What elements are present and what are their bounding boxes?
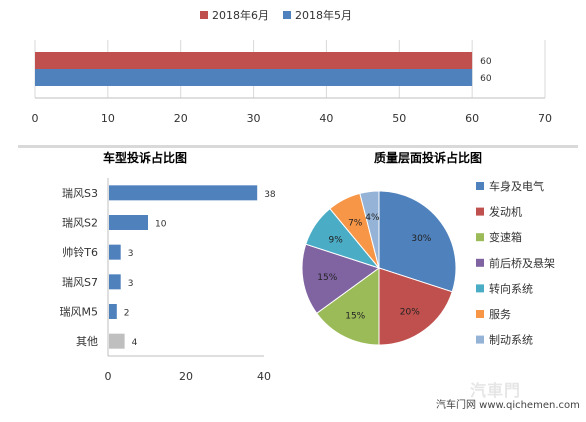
bar-data-label: 60 [480, 57, 492, 67]
pie-value-label: 9% [329, 236, 344, 246]
bar [109, 185, 258, 201]
legend-swatch [476, 335, 484, 344]
legend-swatch [476, 310, 484, 318]
category-label: 瑞风M5 [60, 305, 99, 319]
category-label: 瑞风S2 [62, 216, 98, 230]
category-label: 瑞风S7 [62, 275, 98, 289]
watermark-text: 汽车门网 www.qichemen.com [436, 400, 580, 411]
watermark-logo: 汽車門 [470, 381, 522, 400]
section-divider [18, 145, 578, 148]
category-label: 帅铃T6 [62, 245, 98, 259]
x-tick-label: 20 [179, 370, 193, 383]
legend-swatch-0 [200, 11, 208, 19]
bar [109, 215, 148, 230]
legend-swatch [476, 284, 484, 293]
bar-data-label: 60 [480, 74, 492, 84]
x-tick-label: 20 [174, 112, 188, 125]
bar-data-label: 10 [155, 220, 167, 230]
bar-0 [35, 52, 473, 69]
x-tick-label: 50 [392, 112, 406, 125]
legend-label: 车身及电气 [489, 179, 544, 193]
pie-value-label: 15% [345, 312, 365, 322]
pie-slice [378, 267, 453, 346]
pie-slice [301, 243, 381, 314]
legend-swatch [476, 207, 484, 216]
legend-swatch [476, 182, 484, 190]
legend-label: 变速箱 [489, 230, 522, 244]
bar-1 [35, 69, 473, 86]
legend-label-0: 2018年6月 [212, 8, 269, 22]
chart-title: 质量层面投诉占比图 [374, 150, 482, 165]
pie-value-label: 15% [317, 273, 337, 283]
comparison-bar-chart: 2018年6月 2018年5月 0 10 20 30 40 50 60 70 60 60 [32, 8, 553, 125]
legend-label: 转向系统 [489, 281, 533, 295]
bar [109, 304, 117, 319]
pie-value-label: 20% [400, 307, 420, 317]
x-tick-label: 40 [257, 370, 271, 383]
legend-label: 发动机 [489, 205, 522, 219]
x-tick-label: 60 [465, 112, 479, 125]
legend-label: 前后桥及悬架 [489, 256, 555, 270]
pie-slice [316, 267, 380, 346]
pie-value-label: 7% [348, 218, 363, 228]
bar [109, 274, 121, 290]
legend-label: 制动系统 [489, 334, 533, 347]
legend-label: 服务 [489, 308, 511, 321]
legend-swatch [476, 258, 484, 267]
bar [109, 333, 125, 349]
x-tick-label: 0 [32, 112, 39, 125]
legend-label-1: 2018年5月 [295, 8, 352, 22]
bar-data-label: 3 [128, 279, 134, 289]
x-tick-label: 30 [247, 112, 261, 125]
bar-data-label: 2 [124, 309, 130, 319]
bar-data-label: 4 [132, 338, 138, 348]
pie-slice [378, 190, 457, 293]
pie-value-label: 4% [365, 213, 380, 223]
x-tick-label: 70 [538, 112, 552, 125]
legend-swatch-1 [283, 11, 291, 19]
x-tick-label: 0 [105, 370, 112, 383]
legend-swatch [476, 233, 484, 242]
x-tick-label: 40 [319, 112, 333, 125]
pie-slice [359, 190, 380, 269]
x-tick-label: 10 [101, 112, 115, 125]
category-label: 瑞风S3 [62, 186, 98, 200]
quality-complaint-pie-chart: 质量层面投诉占比图 30% 20% 15% 15% 9% 7%4% 车身及电气发动机变速箱前后… [301, 150, 555, 347]
bar [109, 244, 121, 260]
category-label: 其他 [76, 335, 98, 348]
model-complaint-bar-chart: 车型投诉占比图 0 20 40 瑞风S3 38 瑞风S2 10 帅铃T6 3 瑞风S7 3 瑞风M5 2 其… [60, 150, 276, 383]
bar-data-label: 3 [128, 249, 134, 259]
bar-data-label: 38 [264, 190, 276, 200]
pie-value-label: 30% [411, 234, 431, 244]
chart-title: 车型投诉占比图 [103, 150, 187, 165]
